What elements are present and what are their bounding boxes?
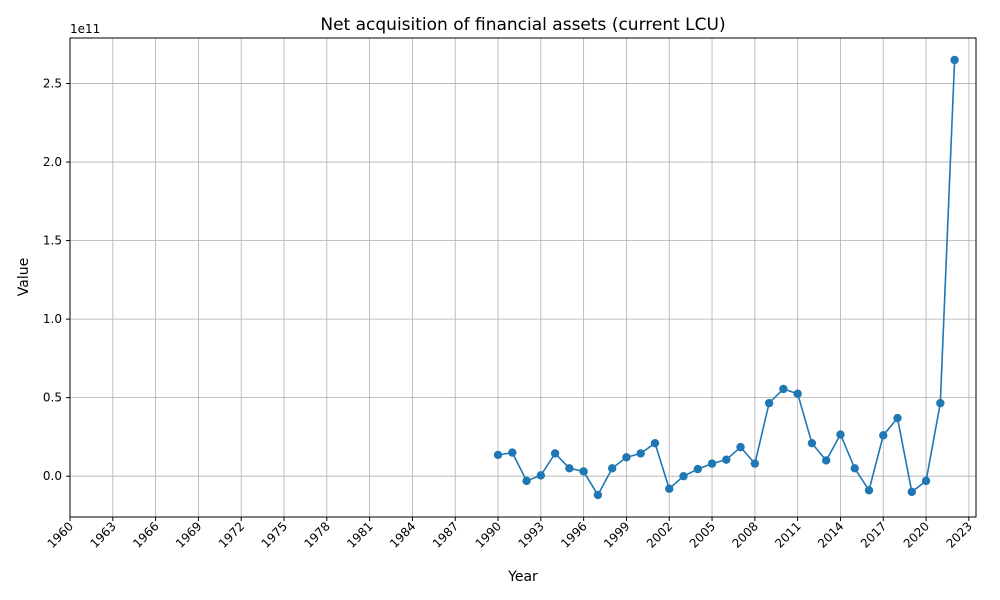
- x-tick-label: 2014: [815, 519, 846, 550]
- data-point: [722, 455, 731, 464]
- data-point: [622, 453, 631, 462]
- data-point: [793, 389, 802, 398]
- y-axis-label: Value: [16, 258, 32, 296]
- y-tick-label: 2.0: [43, 155, 62, 169]
- x-tick-label: 2005: [687, 519, 718, 550]
- x-tick-label: 1975: [259, 519, 290, 550]
- data-point: [921, 476, 931, 486]
- x-tick-label: 1960: [45, 519, 76, 550]
- x-tick-label: 2020: [901, 519, 932, 550]
- data-point: [864, 486, 874, 495]
- x-tick-label: 1993: [515, 519, 546, 550]
- x-tick-label: 1969: [173, 519, 204, 550]
- data-point: [750, 459, 760, 468]
- data-point: [764, 398, 774, 408]
- x-axis: 1960 1963 1966 1969 1972 1975 1978 1981 1984 1987…: [45, 517, 975, 551]
- data-point: [850, 464, 859, 473]
- series-net-acquisition: [493, 55, 959, 500]
- y-axis-offset-label: 1e11: [70, 22, 100, 36]
- data-point: [907, 487, 916, 497]
- data-point: [550, 449, 560, 458]
- x-tick-label: 1966: [130, 519, 161, 550]
- y-tick-label: 1.5: [43, 234, 62, 248]
- data-point: [779, 384, 788, 394]
- x-tick-label: 1999: [601, 519, 632, 550]
- chart-title: Net acquisition of financial assets (cur…: [320, 15, 725, 35]
- x-tick-label: 1987: [430, 519, 461, 550]
- data-point: [536, 471, 546, 480]
- x-tick-label: 1981: [344, 519, 375, 550]
- x-tick-label: 2002: [644, 519, 675, 550]
- y-tick-label: 0.5: [43, 391, 62, 405]
- data-point: [936, 398, 945, 408]
- series-line: [497, 59, 956, 497]
- data-point: [607, 464, 617, 473]
- x-tick-label: 1996: [558, 519, 589, 550]
- y-tick-label: 0.0: [43, 469, 62, 483]
- x-tick-label: 2008: [729, 519, 760, 550]
- data-point: [879, 431, 888, 440]
- x-axis-label: Year: [507, 569, 538, 585]
- grid-lines: [69, 38, 976, 517]
- x-tick-label: 2023: [943, 519, 974, 550]
- data-point: [522, 476, 531, 486]
- x-tick-label: 1984: [387, 519, 418, 550]
- data-point: [665, 484, 674, 493]
- data-point: [565, 464, 574, 473]
- data-point: [693, 464, 702, 474]
- data-point: [950, 55, 959, 65]
- data-point: [593, 490, 603, 500]
- y-axis: 0.0 0.5 1.0 1.5 2.0 2.5: [43, 77, 70, 483]
- data-point: [836, 430, 845, 439]
- data-point: [736, 442, 745, 452]
- data-point: [893, 413, 902, 423]
- y-tick-label: 2.5: [43, 77, 62, 91]
- y-tick-label: 1.0: [43, 312, 62, 326]
- x-tick-label: 2011: [772, 519, 803, 550]
- x-tick-label: 1990: [473, 519, 504, 550]
- data-point: [650, 438, 660, 448]
- x-tick-label: 2017: [858, 519, 889, 550]
- x-tick-label: 1972: [216, 519, 247, 550]
- data-point: [508, 448, 517, 457]
- data-point: [707, 459, 717, 468]
- x-tick-label: 1963: [87, 519, 118, 550]
- plot-frame: [69, 37, 977, 518]
- data-point: [821, 456, 831, 465]
- data-point: [636, 449, 645, 458]
- data-point: [679, 471, 688, 481]
- data-point: [493, 450, 503, 460]
- x-tick-label: 1978: [301, 519, 332, 550]
- data-point: [807, 438, 817, 448]
- data-point: [579, 467, 588, 476]
